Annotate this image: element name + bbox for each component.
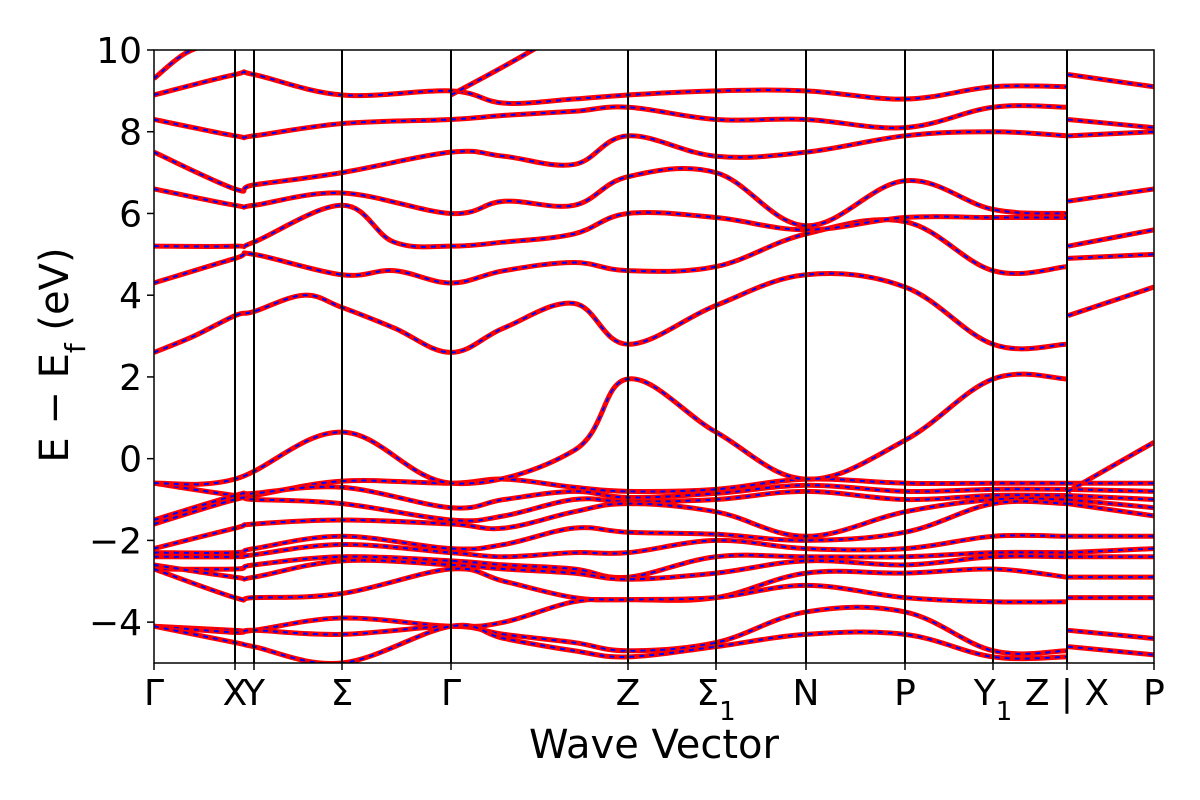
x-tick-label: P <box>1143 673 1165 714</box>
band-overlay-6-1 <box>1067 547 1154 554</box>
band-overlay-17-1 <box>1067 118 1154 129</box>
bands-layer <box>154 50 1154 663</box>
band-line-9-0 <box>154 582 1068 634</box>
band-line-13-0 <box>154 217 1068 286</box>
band-overlay-21-0 <box>154 373 1068 486</box>
band-line-8-0 <box>154 566 1068 603</box>
band-line-18-0 <box>154 69 1068 106</box>
band-line-12-0 <box>154 271 1068 355</box>
x-ticks: Γ XY Σ Γ Z Σ1 N P Y1 Z | X P <box>144 663 1165 727</box>
band-overlay-8-0 <box>154 567 1068 602</box>
band-overlay-22-0 <box>1067 441 1154 493</box>
x-tick-label: P <box>894 673 916 714</box>
x-axis-label: Wave Vector <box>529 722 780 768</box>
axes <box>153 49 1155 664</box>
band-overlay-20-0 <box>450 50 535 96</box>
band-overlay-14-0 <box>154 204 1067 248</box>
band-overlay-15-1 <box>1067 187 1154 203</box>
y-tick-label: 2 <box>119 358 142 399</box>
band-overlay-18-1 <box>1067 73 1154 88</box>
x-tick-label: Y <box>242 673 266 714</box>
band-overlay-1-1 <box>1067 488 1154 493</box>
band-line-21-0 <box>154 371 1068 487</box>
y-tick-label: 0 <box>119 440 142 481</box>
x-tick-label: Σ1 <box>696 673 735 727</box>
band-overlay-16-1 <box>1067 130 1154 137</box>
high-symmetry-lines <box>234 50 1068 663</box>
band-overlay-4-1 <box>1067 502 1154 517</box>
x-tick-label: Γ <box>441 673 461 714</box>
band-overlay-16-0 <box>154 130 1068 193</box>
band-overlay-12-0 <box>154 272 1068 354</box>
plot-frame <box>153 49 1155 664</box>
y-tick-label: 8 <box>119 113 142 154</box>
band-overlay-12-1 <box>1067 286 1154 317</box>
band-overlay-11-1 <box>1067 645 1154 656</box>
band-overlay-2-1 <box>1067 494 1154 501</box>
y-tick-label: 10 <box>96 31 142 72</box>
y-tick-label: 6 <box>119 194 142 235</box>
band-overlay-3-1 <box>1067 498 1154 509</box>
y-tick-label: −2 <box>89 521 142 562</box>
y-tick-label: 4 <box>119 276 142 317</box>
band-line-20-0 <box>449 50 538 98</box>
x-tick-label: Z | X <box>1025 673 1109 714</box>
x-tick-label: N <box>793 673 820 714</box>
band-overlay-10-1 <box>1067 629 1154 640</box>
y-ticks: −4 −2 0 2 4 6 8 10 <box>89 31 154 644</box>
y-tick-label: −4 <box>89 603 142 644</box>
band-line-14-0 <box>154 202 1067 250</box>
x-tick-label: Z <box>616 673 641 714</box>
x-tick-label: Y1 <box>973 673 1013 727</box>
band-line-19-0 <box>154 50 199 81</box>
x-tick-label: X <box>223 673 248 714</box>
band-overlay-14-1 <box>1067 228 1154 248</box>
band-line-10-0 <box>154 604 1068 657</box>
x-tick-label: Σ <box>331 673 354 714</box>
y-axis-label: E − Ef (eV) <box>32 247 92 462</box>
band-overlay-13-1 <box>1067 253 1154 260</box>
x-tick-label: Γ <box>144 673 164 714</box>
